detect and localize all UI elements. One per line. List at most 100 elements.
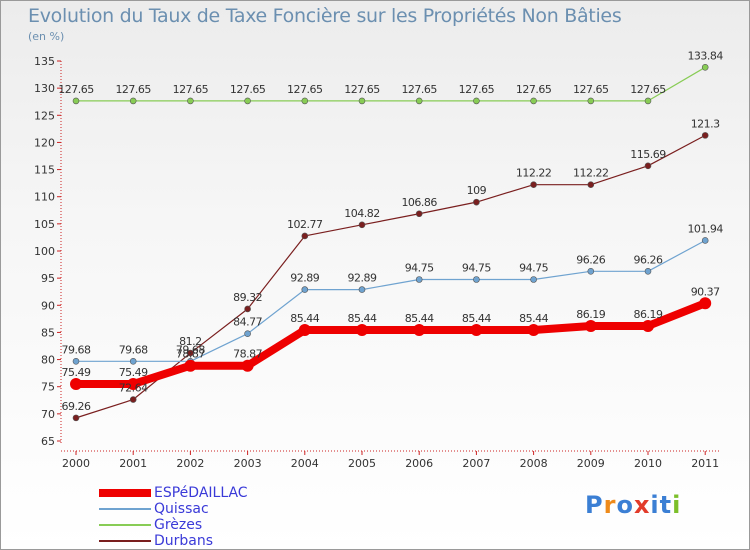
- series-line-quissac: [75, 239, 706, 362]
- y-tick-label: 95: [41, 272, 55, 285]
- y-tick-label: 135: [34, 55, 55, 68]
- x-tick-label: 2005: [348, 457, 376, 470]
- data-label: 86.19: [634, 308, 663, 321]
- legend-swatch: [99, 540, 151, 542]
- data-point: [587, 97, 595, 105]
- data-point: [241, 359, 254, 372]
- data-labels: 127.65 127.65 127.65 127.65 127.65 127.65 127.…: [58, 49, 724, 413]
- data-label: 92.89: [290, 272, 319, 285]
- brand-letter: t: [659, 491, 673, 519]
- data-point: [413, 324, 426, 337]
- data-label: 96.26: [576, 253, 605, 266]
- data-point: [301, 97, 309, 105]
- data-point: [415, 276, 423, 283]
- data-label: 86.19: [576, 308, 605, 321]
- y-tick-label: 80: [41, 354, 55, 367]
- data-label: 127.65: [630, 83, 666, 96]
- data-label: 127.65: [344, 83, 380, 96]
- x-tick-label: 2003: [234, 457, 262, 470]
- y-tick-label: 75: [41, 381, 55, 394]
- data-point: [129, 97, 137, 105]
- data-label: 127.65: [173, 83, 209, 96]
- data-label: 72.64: [119, 382, 148, 395]
- data-label: 127.65: [58, 83, 94, 96]
- data-label: 115.69: [630, 148, 666, 161]
- data-point: [72, 97, 80, 105]
- legend-label: Quissac: [154, 501, 209, 517]
- x-tick-label: 2002: [176, 457, 204, 470]
- legend-label: ESPéDAILLAC: [154, 485, 248, 501]
- data-point: [358, 286, 366, 293]
- y-axis-unit-label: (en %): [28, 30, 65, 43]
- data-point: [584, 319, 597, 332]
- data-label: 127.65: [287, 83, 323, 96]
- data-point: [642, 319, 654, 332]
- data-label: 127.65: [115, 83, 151, 96]
- y-tick-label: 65: [41, 435, 55, 448]
- y-tick-label: 90: [41, 299, 55, 312]
- data-label: 127.65: [516, 83, 552, 96]
- y-tick-label: 120: [34, 136, 55, 149]
- data-label: 84.77: [233, 316, 262, 329]
- data-label: 109: [467, 184, 487, 197]
- data-point: [244, 97, 251, 105]
- data-point: [587, 268, 595, 275]
- legend: ESPéDAILLAC Quissac Grèzes Durbans: [99, 485, 299, 549]
- legend-item-grezes: Grèzes: [99, 517, 299, 533]
- y-tick-label: 85: [41, 326, 55, 339]
- legend-label: Grèzes: [154, 517, 203, 533]
- data-point: [70, 378, 82, 391]
- data-label: 94.75: [519, 262, 548, 275]
- brand-letter: P: [585, 491, 604, 519]
- series-lines: [72, 66, 710, 419]
- data-point: [701, 63, 709, 71]
- data-point: [587, 181, 595, 188]
- data-label: 78.87: [233, 348, 262, 361]
- data-point: [473, 276, 480, 283]
- data-label: 133.84: [687, 49, 723, 62]
- x-tick-label: 2009: [577, 457, 605, 470]
- data-label: 104.82: [344, 207, 380, 220]
- series-points: [70, 63, 712, 422]
- y-tick-label: 100: [34, 245, 55, 258]
- legend-label: Durbans: [154, 533, 214, 549]
- data-label: 89.32: [233, 291, 262, 304]
- data-label: 78.87: [176, 348, 205, 361]
- data-point: [72, 358, 80, 365]
- brand-letter: i: [650, 491, 660, 519]
- data-label: 75.49: [119, 366, 148, 379]
- x-tick-label: 2000: [62, 457, 90, 470]
- data-point: [699, 297, 712, 310]
- data-label: 127.65: [230, 83, 266, 96]
- data-point: [301, 232, 309, 240]
- data-label: 92.89: [348, 272, 377, 285]
- brand-letter: r: [603, 491, 617, 519]
- data-point: [129, 396, 137, 403]
- x-tick-label: 2007: [462, 457, 490, 470]
- data-point: [72, 414, 80, 422]
- data-point: [127, 378, 140, 391]
- data-label: 94.75: [405, 262, 434, 275]
- data-point: [244, 305, 251, 313]
- brand-letter: i: [672, 491, 682, 519]
- data-point: [644, 97, 652, 105]
- data-point: [473, 198, 480, 206]
- y-tick-label: 130: [34, 82, 55, 95]
- x-tick-label: 2010: [634, 457, 662, 470]
- series-line-esp-daillac: [72, 299, 710, 389]
- legend-item-durbans: Durbans: [99, 533, 299, 549]
- data-point: [701, 132, 709, 139]
- data-point: [470, 324, 483, 337]
- data-point: [701, 237, 709, 244]
- y-tick-label: 125: [34, 109, 55, 122]
- x-tick-label: 2011: [691, 457, 719, 470]
- data-point: [530, 276, 537, 283]
- data-point: [473, 97, 480, 105]
- series-line-gr-zes: [75, 66, 706, 102]
- legend-item-espedaillac: ESPéDAILLAC: [99, 485, 299, 501]
- data-label: 79.68: [176, 343, 205, 356]
- brand-letter: x: [633, 491, 651, 519]
- y-tick-label: 110: [34, 191, 55, 204]
